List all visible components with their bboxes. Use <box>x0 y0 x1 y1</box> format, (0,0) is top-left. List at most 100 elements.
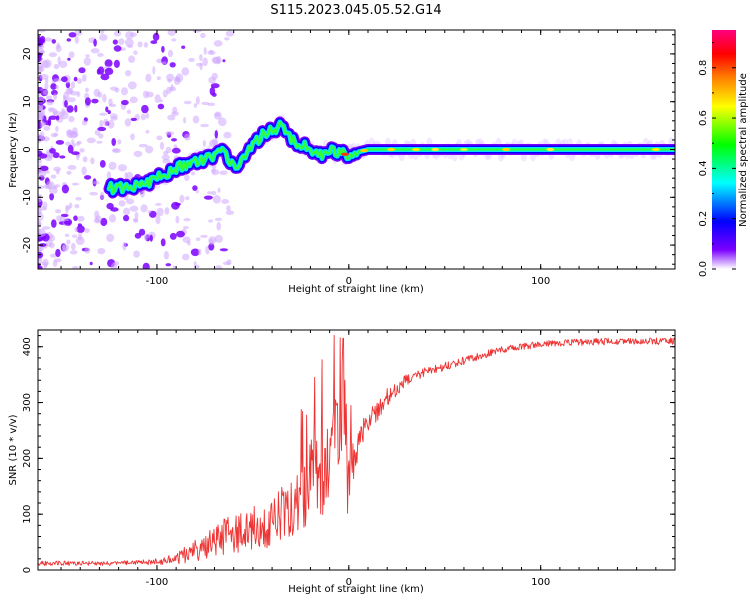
noise-blob <box>50 83 57 90</box>
noise-blob <box>71 151 80 156</box>
noise-blob <box>121 99 129 106</box>
snr-panel: -100 0 100 0 100 200 300 400 Height of straight… <box>8 329 676 595</box>
noise-blob <box>161 45 165 53</box>
noise-blob <box>108 214 117 223</box>
noise-blob <box>203 195 213 200</box>
noise-blob <box>199 54 203 62</box>
noise-blob <box>198 248 202 256</box>
noise-blob <box>165 263 172 267</box>
noise-blob <box>98 133 104 139</box>
noise-blob <box>167 49 174 58</box>
noise-blob <box>42 226 51 230</box>
noise-blob <box>179 194 185 203</box>
noise-blob <box>214 234 223 243</box>
noise-blob <box>123 214 130 222</box>
snr-x-tick-label: 100 <box>531 577 550 588</box>
noise-blob <box>214 112 221 117</box>
noise-blob <box>183 117 187 124</box>
noise-blob <box>104 59 113 68</box>
noise-blob <box>79 148 85 153</box>
noise-blob <box>185 196 190 201</box>
noise-blob <box>217 187 221 193</box>
colorbar-label: Normalized spectral amplitude <box>738 73 749 227</box>
noise-blob <box>127 81 137 90</box>
noise-blob <box>213 40 223 47</box>
noise-blob <box>161 154 170 161</box>
noise-blob <box>126 171 134 181</box>
noise-blob <box>65 141 71 146</box>
ridge-hot-spots <box>340 147 660 156</box>
noise-blob <box>86 137 96 144</box>
noise-blob <box>215 265 223 269</box>
noise-blob <box>85 87 89 93</box>
noise-blob <box>68 51 75 59</box>
noise-blob <box>99 160 106 168</box>
noise-blob <box>125 70 132 77</box>
noise-blob <box>214 217 223 221</box>
noise-blob <box>106 233 115 243</box>
noise-blob <box>152 32 160 42</box>
ridge-hot-spot <box>340 152 349 156</box>
noise-blob <box>145 112 150 119</box>
snr-y-tick-label: 0 <box>22 567 33 573</box>
noise-blob <box>210 83 220 89</box>
noise-blob <box>74 104 78 113</box>
noise-blob <box>142 90 149 99</box>
noise-blob <box>210 190 217 196</box>
noise-blob <box>55 140 65 145</box>
noise-blob <box>99 119 104 129</box>
noise-blob <box>73 215 78 221</box>
colorbar-ticks: 0.0 0.2 0.4 0.6 0.8 <box>698 42 736 277</box>
noise-blob <box>67 165 77 170</box>
noise-blob <box>121 87 128 96</box>
noise-blob <box>162 158 171 164</box>
noise-blob <box>118 200 126 207</box>
noise-blob <box>38 96 45 104</box>
noise-blob <box>169 232 177 240</box>
noise-blob <box>50 133 58 138</box>
ridge-hot-spot <box>387 147 396 152</box>
noise-blob <box>192 115 200 124</box>
noise-blob <box>209 49 214 55</box>
noise-blob <box>42 89 49 96</box>
noise-blob <box>200 234 208 238</box>
noise-blob <box>96 68 101 75</box>
noise-blob <box>142 262 150 269</box>
noise-blob <box>162 89 168 98</box>
noise-blob <box>134 211 139 220</box>
noise-blob <box>44 78 49 84</box>
noise-blob <box>225 30 235 37</box>
noise-blob <box>164 207 170 215</box>
noise-blob <box>124 118 132 127</box>
noise-blob <box>60 213 69 218</box>
noise-blob <box>165 146 172 154</box>
noise-blob <box>141 104 149 114</box>
noise-blob <box>44 37 53 42</box>
noise-blob <box>112 39 118 45</box>
noise-blob <box>195 96 200 105</box>
noise-blob <box>211 169 220 176</box>
noise-blob <box>46 100 54 106</box>
noise-blob <box>219 170 228 176</box>
noise-blob <box>61 184 69 194</box>
snr-axes: -100 0 100 0 100 200 300 400 <box>22 330 675 588</box>
noise-blob <box>39 131 45 139</box>
noise-blob <box>44 82 49 91</box>
noise-blob <box>126 198 135 205</box>
noise-blob <box>138 143 148 148</box>
ridge-hot-spot <box>411 147 420 152</box>
noise-blob <box>171 111 180 116</box>
noise-blob <box>184 174 190 181</box>
noise-blob <box>51 39 56 44</box>
noise-blob <box>169 86 177 92</box>
noise-blob <box>97 247 106 255</box>
noise-blob <box>137 41 143 48</box>
colorbar-tick-label: 0.2 <box>698 211 709 227</box>
noise-blob <box>66 170 72 175</box>
noise-blob <box>118 38 125 45</box>
noise-blob <box>157 103 165 110</box>
noise-blob <box>154 94 161 103</box>
noise-blob <box>183 100 192 105</box>
noise-blob <box>38 185 45 190</box>
noise-blob <box>152 65 156 75</box>
